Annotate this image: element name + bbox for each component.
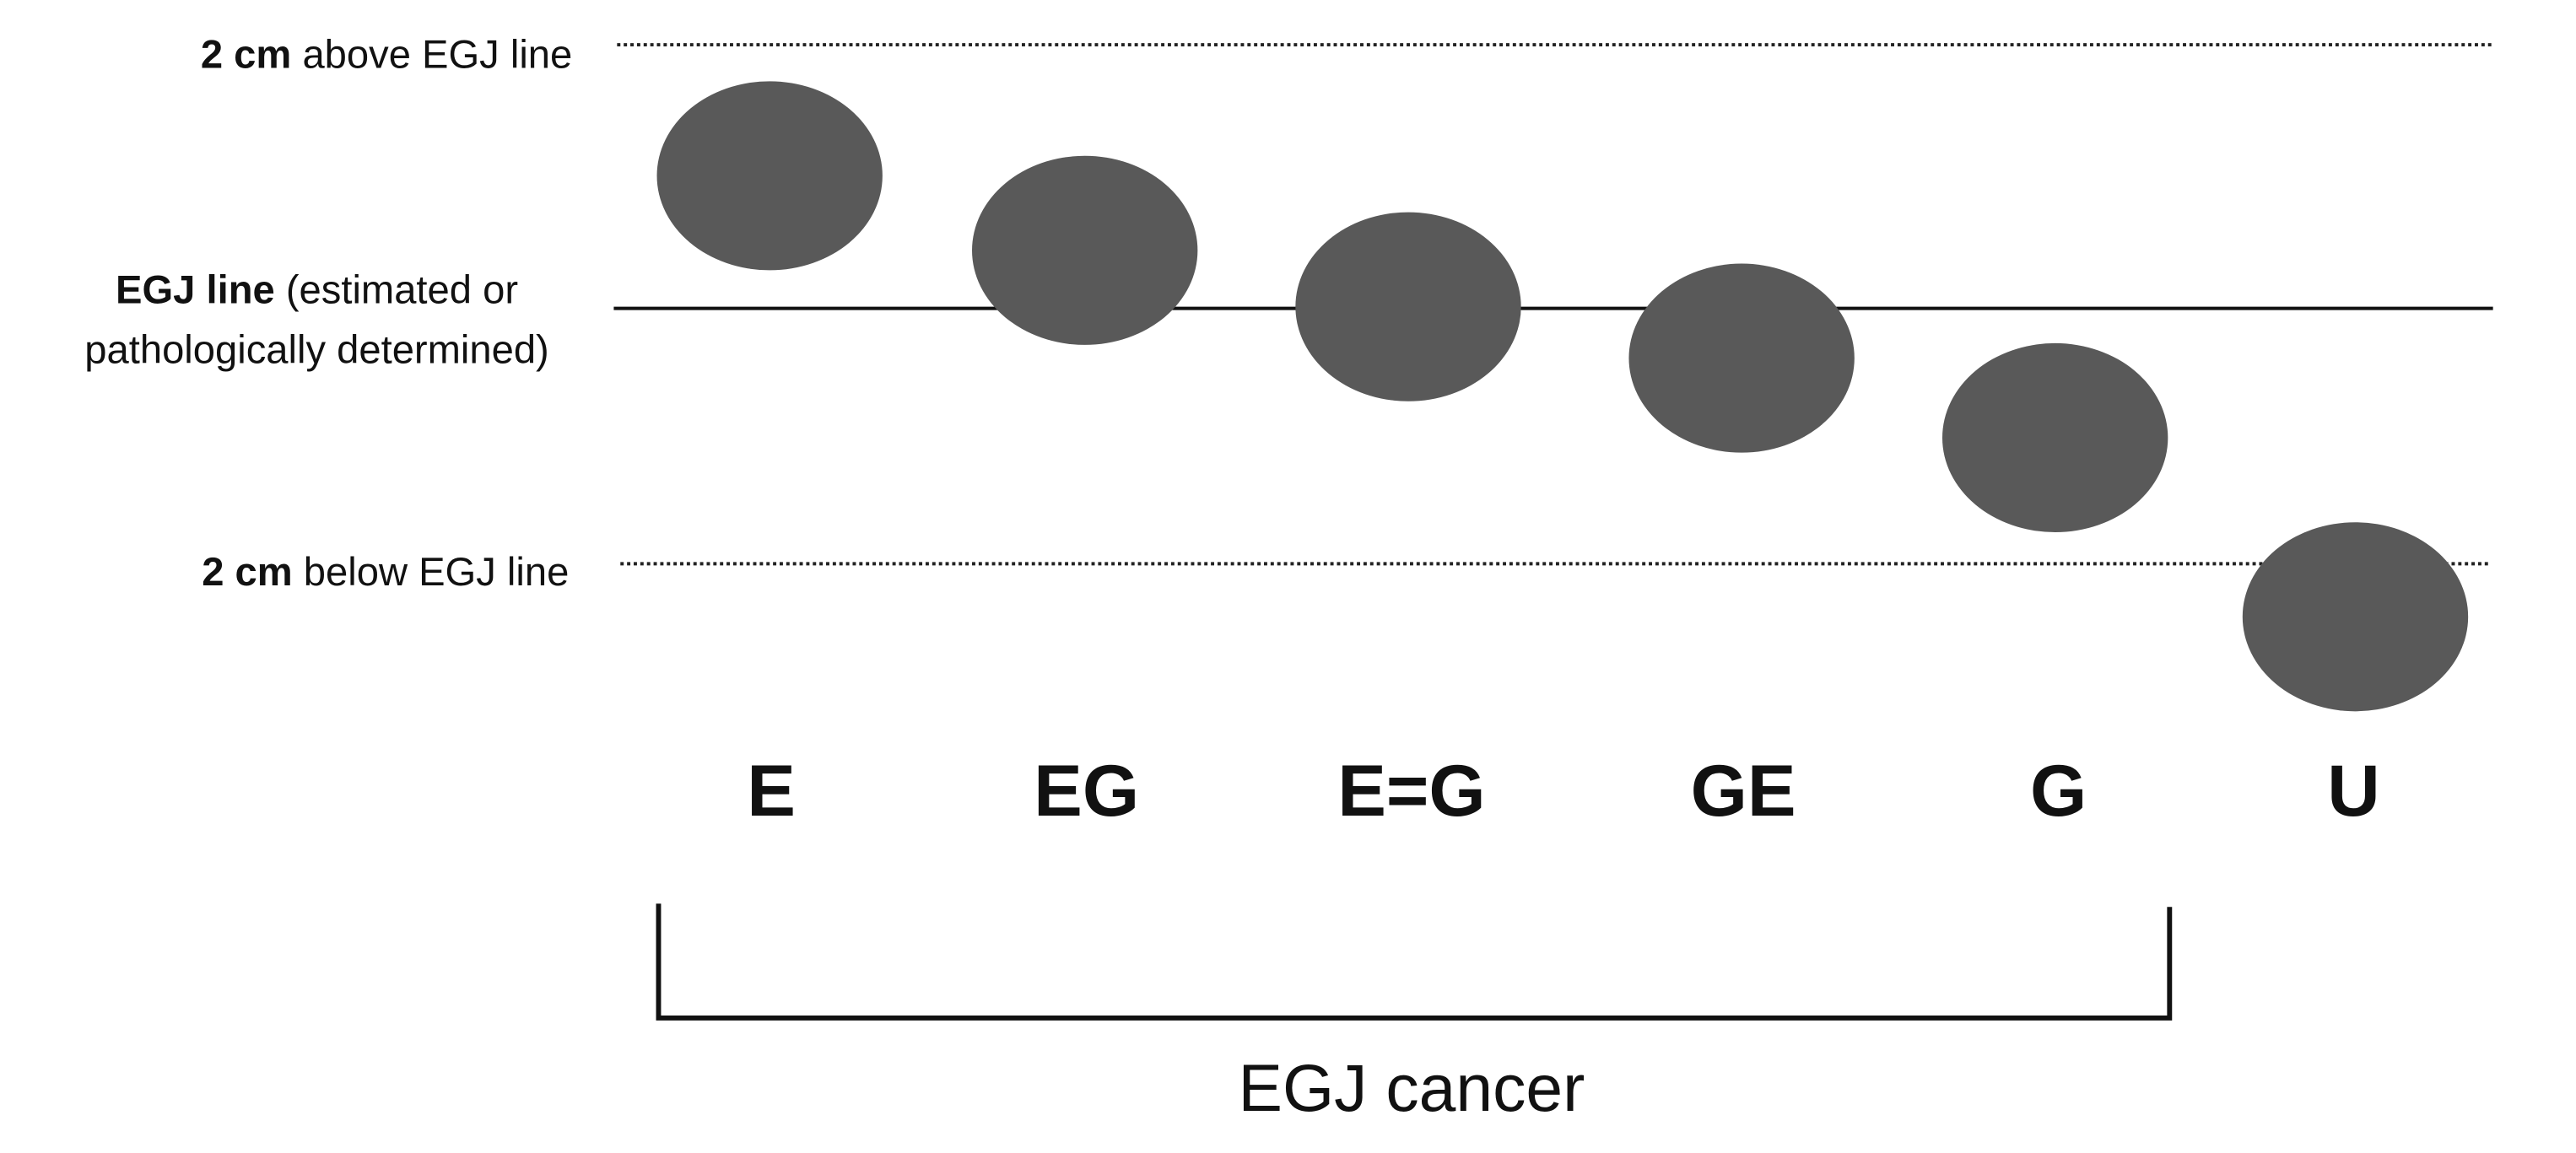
egj-label-line2: pathologically determined) [84, 327, 548, 372]
label-bold: 2 cm [201, 32, 291, 77]
upper-label: 2 cm above EGJ line [201, 32, 572, 77]
label-text: (estimated or [286, 267, 518, 312]
bracket-label: EGJ cancer [1239, 1051, 1585, 1125]
tumors [656, 81, 2469, 712]
tumor [656, 81, 883, 271]
bracket [656, 903, 2173, 1021]
tumor-label: E=G [1337, 751, 1485, 832]
label-bold: EGJ line [116, 267, 275, 312]
lower-label: 2 cm below EGJ line [202, 549, 569, 594]
label-text: below EGJ line [304, 549, 570, 594]
egj-label: EGJ line (estimated or [116, 267, 518, 312]
tumor [2242, 522, 2469, 712]
tumor-label: EG [1034, 751, 1139, 832]
tumor-label: U [2327, 751, 2379, 832]
tumor-label: G [2030, 751, 2087, 832]
tumor [1628, 263, 1855, 453]
label-text: above EGJ line [302, 32, 572, 77]
tumor [1941, 342, 2168, 533]
label-bold: 2 cm [202, 549, 292, 594]
tumor-label: GE [1691, 751, 1796, 832]
tumor-label: E [747, 751, 796, 832]
tumor [1295, 212, 1521, 401]
tumor [972, 155, 1198, 345]
